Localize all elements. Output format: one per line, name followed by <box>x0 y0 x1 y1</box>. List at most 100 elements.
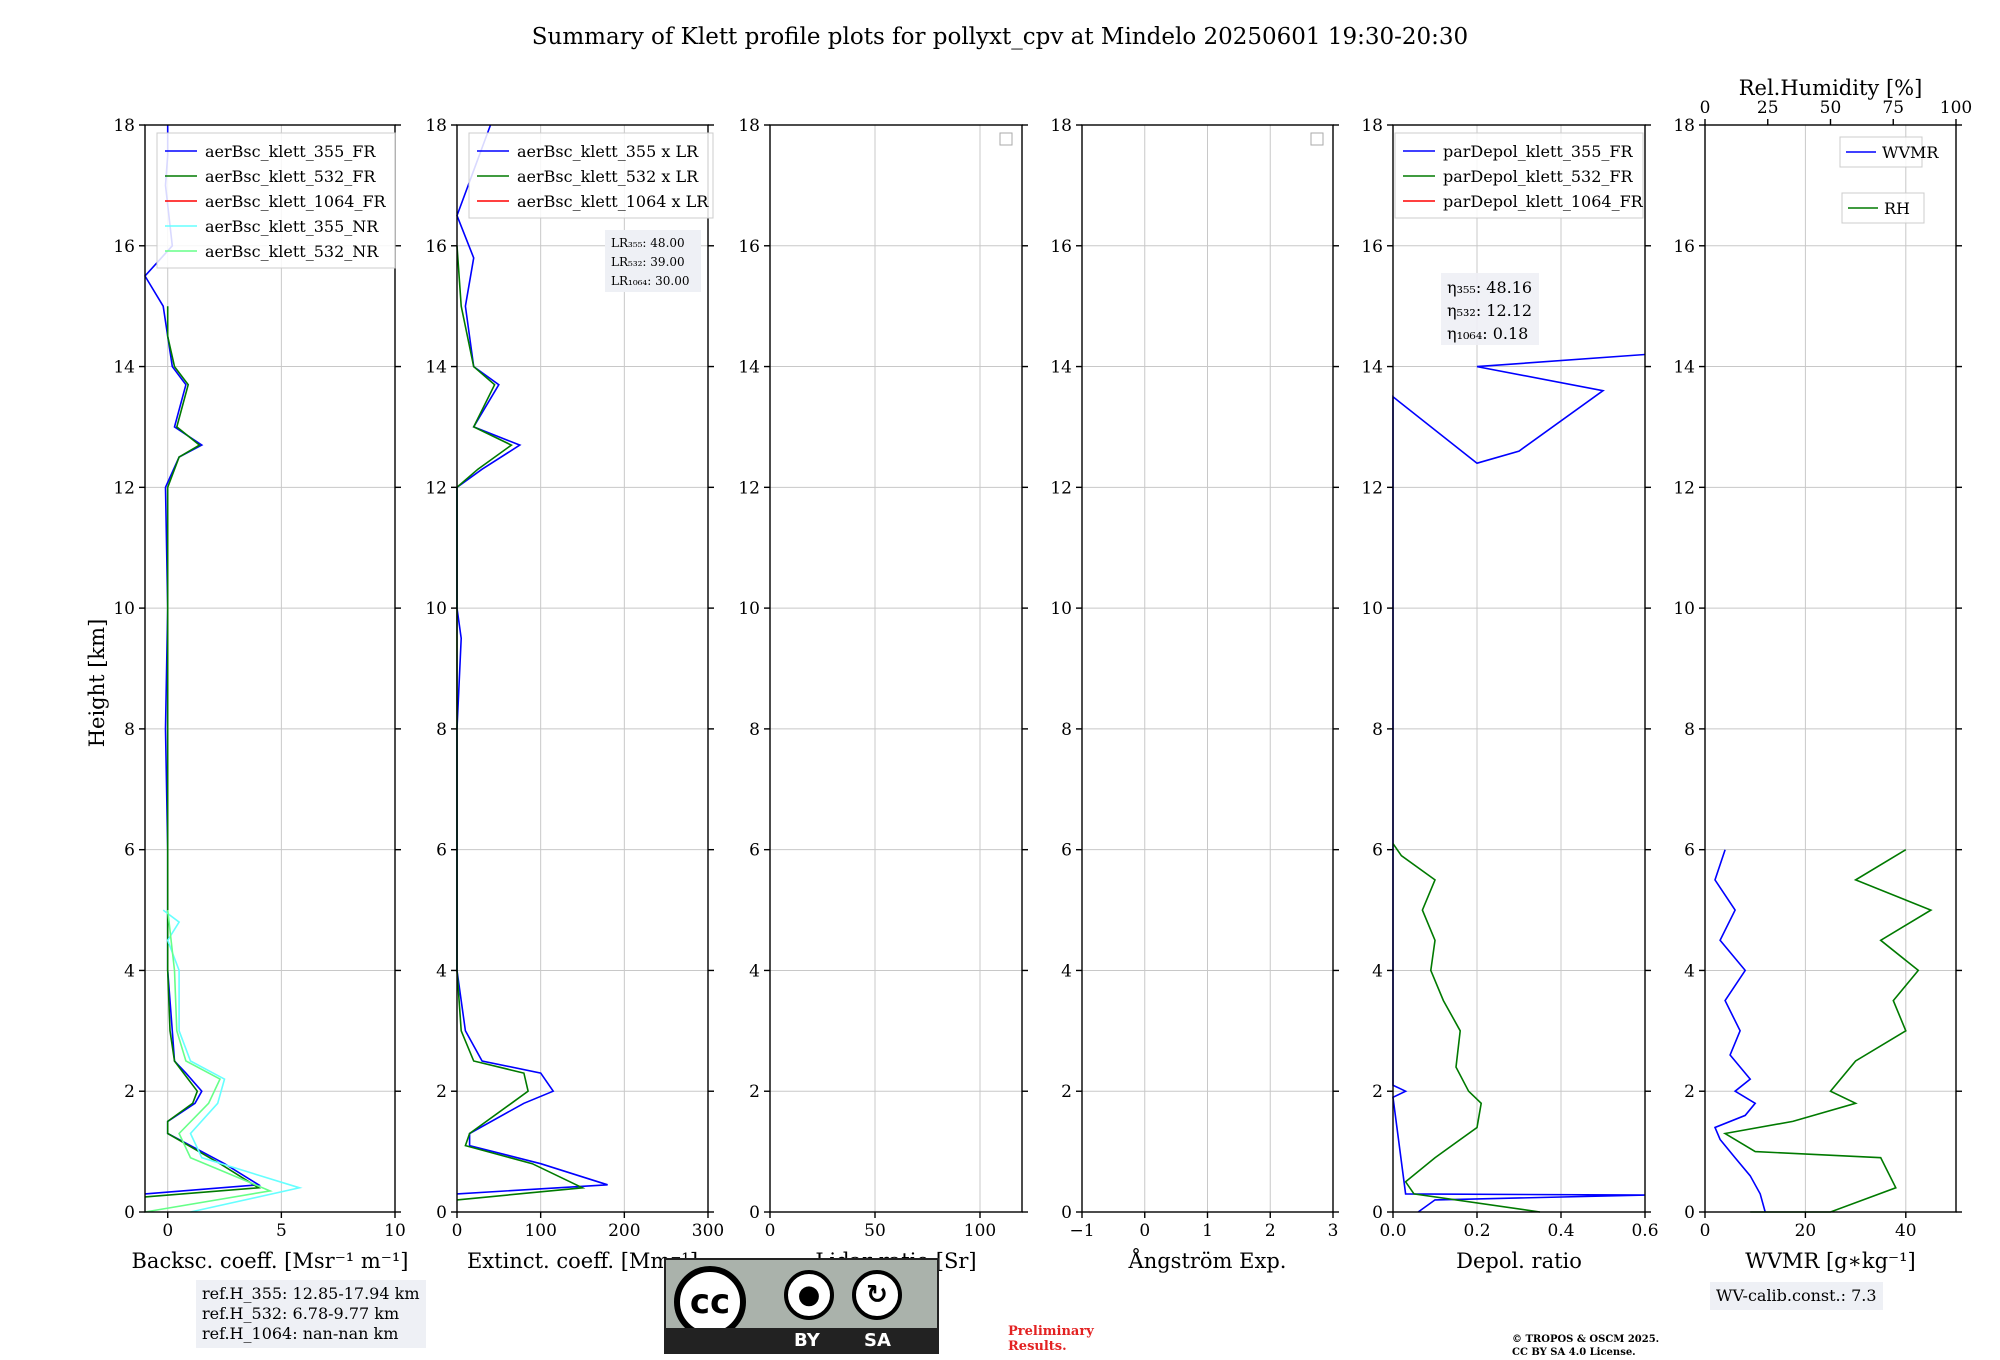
y-tick-label: 10 <box>1050 599 1072 619</box>
y-tick-label: 4 <box>749 961 760 981</box>
x-axis-label: Backsc. coeff. [Msr⁻¹ m⁻¹] <box>132 1249 409 1273</box>
series-line-RH <box>1722 849 1933 1213</box>
legend-label: aerBsc_klett_355_NR <box>205 217 379 236</box>
eta-label-box <box>1441 273 1539 345</box>
panel-3: 024681012141618050100Lidar ratio [Sr] <box>738 116 1028 1273</box>
lr-label: LR₃₅₅: 48.00 <box>611 236 685 250</box>
y-tick-label: 14 <box>1673 358 1695 378</box>
y-tick-label: 12 <box>425 478 447 498</box>
x-tick-label: 0 <box>765 1221 776 1241</box>
x-axis-label: Depol. ratio <box>1456 1249 1582 1273</box>
lr-label: LR₁₀₆₄: 30.00 <box>611 274 689 288</box>
y-tick-label: 16 <box>738 237 760 257</box>
x-tick-label: 100 <box>964 1221 996 1241</box>
y-tick-label: 10 <box>1673 599 1695 619</box>
y-tick-label: 4 <box>1061 961 1072 981</box>
plot-frame <box>144 124 396 1213</box>
y-tick-label: 0 <box>1061 1203 1072 1223</box>
legend-box <box>468 132 714 219</box>
y-tick-label: 10 <box>1361 599 1383 619</box>
x2-axis-label: Rel.Humidity [%] <box>1739 76 1923 100</box>
series-line-aerBsc_klett_355_FR <box>144 125 262 1195</box>
wv-calib: WV-calib.const.: 7.3 <box>1716 1286 1877 1305</box>
legend-label: aerBsc_klett_532_NR <box>205 242 379 261</box>
person-icon: ● <box>784 1270 834 1320</box>
y-tick-label: 10 <box>113 599 135 619</box>
legend-label: parDepol_klett_1064_FR <box>1443 192 1644 211</box>
y-tick-label: 2 <box>1372 1082 1383 1102</box>
x-axis-label: WVMR [g∗kg⁻¹] <box>1745 1249 1916 1273</box>
panel-2: 0 2 4 6 8 10 12 14 16 18 0 100 200 300 Extinct. coeff.… <box>425 116 724 1273</box>
y-tick-label: 12 <box>738 478 760 498</box>
y-tick-label: 6 <box>124 841 135 861</box>
share-alike-icon: ↻ <box>852 1270 902 1320</box>
y-tick-label: 12 <box>1361 478 1383 498</box>
plot-frame <box>1704 124 1957 1213</box>
y-tick-label: 14 <box>1361 358 1383 378</box>
y-tick-label: 16 <box>425 237 447 257</box>
y-tick-label: 0 <box>436 1203 447 1223</box>
x-tick-label: 0 <box>1139 1221 1150 1241</box>
series-line-parDepol_klett_355_FR <box>1392 353 1646 1213</box>
y-tick-label: 0 <box>124 1203 135 1223</box>
y-tick-label: 6 <box>1684 841 1695 861</box>
y-tick-label: 12 <box>1673 478 1695 498</box>
y-axis-label: Height [km] <box>85 619 109 748</box>
y-tick-label: 4 <box>436 961 447 981</box>
y-tick-label: 12 <box>113 478 135 498</box>
series-line-aerBsc_klett_355_NR <box>162 909 303 1213</box>
y-tick-label: 8 <box>749 720 760 740</box>
legend-box <box>1394 132 1644 219</box>
x-tick-label: 20 <box>1795 1221 1817 1241</box>
figure-title: Summary of Klett profile plots for polly… <box>532 24 1468 50</box>
legend-label: aerBsc_klett_532 x LR <box>517 167 699 186</box>
x-tick-label: 0 <box>452 1221 463 1241</box>
preliminary-note: Preliminary Results. <box>1008 1324 1094 1354</box>
copyright-note: © TROPOS & OSCM 2025. CC BY SA 4.0 Licen… <box>1512 1333 1659 1359</box>
x2-tick-label: 100 <box>1940 98 1972 118</box>
ref-h-355: ref.H_355: 12.85-17.94 km <box>202 1284 420 1303</box>
lr-label-box <box>605 230 701 292</box>
ref-h-1064: ref.H_1064: nan-nan km <box>202 1324 399 1343</box>
y-tick-label: 8 <box>1372 720 1383 740</box>
legend-label: aerBsc_klett_355_FR <box>205 142 376 161</box>
y-tick-label: 6 <box>749 841 760 861</box>
y-tick-label: 4 <box>1684 961 1695 981</box>
empty-legend-box <box>999 132 1013 146</box>
x2-tick-label: 50 <box>1820 98 1842 118</box>
x-axis-label: Ångström Exp. <box>1128 1248 1287 1273</box>
x-tick-label: 2 <box>1265 1221 1276 1241</box>
copyright-line-2: CC BY SA 4.0 License. <box>1512 1347 1636 1358</box>
y-tick-label: 14 <box>113 358 135 378</box>
y-tick-label: 14 <box>425 358 447 378</box>
plot-frame <box>769 124 1023 1213</box>
x-tick-label: 5 <box>276 1221 287 1241</box>
panel-1: 0 2 4 6 8 10 12 14 16 18 0 5 10 Backsc. coeff. [Msr⁻¹… <box>113 116 408 1273</box>
sa-label: SA <box>864 1330 891 1351</box>
x-tick-label: 0.6 <box>1631 1221 1658 1241</box>
x2-tick-label: 25 <box>1757 98 1779 118</box>
y-tick-label: 14 <box>1050 358 1072 378</box>
y-tick-label: 18 <box>1361 116 1383 136</box>
x-tick-label: 0.4 <box>1547 1221 1574 1241</box>
series-line-WVMR <box>1713 849 1766 1213</box>
legend-label: aerBsc_klett_1064 x LR <box>517 192 709 211</box>
y-tick-label: 2 <box>436 1082 447 1102</box>
empty-legend-box <box>1310 132 1324 146</box>
y-tick-label: 16 <box>1361 237 1383 257</box>
cc-by-sa-logo: cc ● ↻ BY SA <box>664 1258 939 1354</box>
legend-label: RH <box>1884 199 1910 218</box>
y-tick-label: 16 <box>113 237 135 257</box>
series-line-aerBsc_klett_532 x LR <box>456 245 586 1201</box>
x2-tick-label: 0 <box>1700 98 1711 118</box>
ref-h-532: ref.H_532: 6.78-9.77 km <box>202 1304 400 1323</box>
x-tick-label: 0 <box>1700 1221 1711 1241</box>
y-tick-label: 18 <box>1673 116 1695 136</box>
series-line-parDepol_klett_532_FR <box>1392 843 1541 1213</box>
copyright-line-1: © TROPOS & OSCM 2025. <box>1512 1334 1660 1345</box>
y-tick-label: 6 <box>436 841 447 861</box>
